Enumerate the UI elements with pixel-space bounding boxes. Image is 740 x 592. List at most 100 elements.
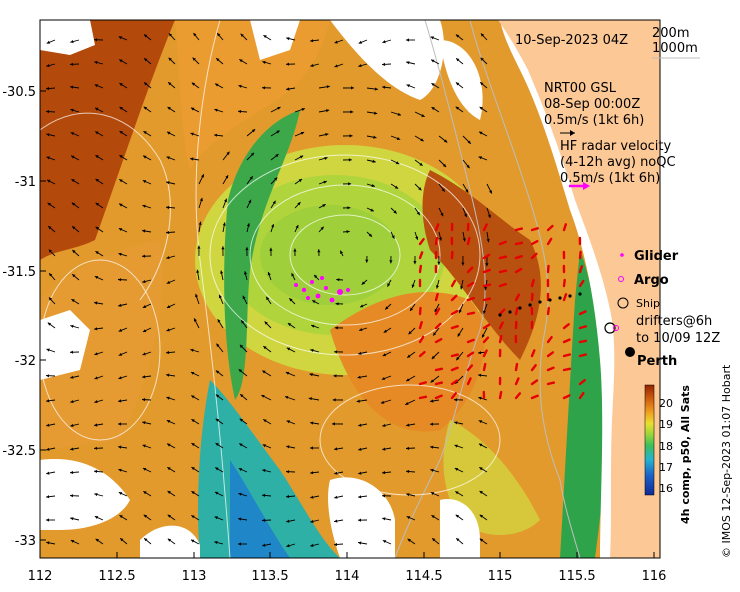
current-arrowhead bbox=[358, 40, 363, 44]
current-arrowhead bbox=[454, 421, 458, 425]
current-arrowhead bbox=[119, 83, 123, 87]
current-arrowhead bbox=[317, 249, 321, 253]
current-arrowhead bbox=[70, 375, 74, 379]
hf-radar-arrow bbox=[562, 394, 571, 400]
current-arrowhead bbox=[331, 422, 335, 426]
current-arrowhead bbox=[356, 399, 360, 403]
current-arrowhead bbox=[334, 447, 338, 451]
hf-radar-arrow bbox=[514, 227, 523, 232]
current-arrowhead bbox=[334, 495, 338, 499]
hf-radar-arrow bbox=[482, 253, 491, 260]
hf-radar-arrow bbox=[498, 282, 507, 288]
current-arrowhead bbox=[262, 60, 266, 64]
current-arrowhead bbox=[380, 400, 385, 404]
current-arrowhead bbox=[238, 468, 243, 472]
current-arrowhead bbox=[46, 541, 50, 545]
current-arrowhead bbox=[166, 396, 170, 400]
current-arrowhead bbox=[430, 36, 434, 40]
hf-radar-arrow bbox=[498, 334, 503, 344]
current-arrowhead bbox=[322, 204, 326, 208]
current-arrowhead bbox=[479, 514, 484, 518]
current-arrowhead bbox=[334, 326, 338, 330]
current-arrowhead bbox=[382, 423, 386, 427]
current-arrowhead bbox=[144, 34, 148, 38]
hf-radar-arrow bbox=[450, 379, 459, 386]
current-arrowhead bbox=[216, 58, 220, 62]
current-arrowhead bbox=[411, 284, 415, 288]
current-arrowhead bbox=[464, 213, 467, 218]
current-arrowhead bbox=[326, 85, 330, 89]
current-arrowhead bbox=[267, 272, 271, 276]
current-arrowhead bbox=[47, 322, 52, 326]
current-arrowhead bbox=[215, 370, 220, 374]
current-arrowhead bbox=[419, 162, 423, 166]
current-arrowhead bbox=[119, 203, 123, 207]
current-arrowhead bbox=[410, 307, 414, 311]
current-arrowhead bbox=[214, 133, 218, 137]
current-arrowhead bbox=[251, 129, 256, 133]
current-arrowhead bbox=[421, 114, 425, 117]
current-arrowhead bbox=[310, 63, 314, 67]
current-arrowhead bbox=[245, 247, 249, 251]
current-arrowhead bbox=[382, 62, 386, 66]
current-arrowhead bbox=[144, 58, 148, 62]
lat-tick: -33 bbox=[15, 534, 36, 549]
hf-radar-arrow bbox=[450, 366, 459, 372]
perth-marker bbox=[625, 347, 635, 357]
date-label: 10-Sep-2023 04Z bbox=[515, 33, 628, 48]
hf-radar-arrow bbox=[450, 325, 459, 330]
hf-radar-arrow bbox=[514, 307, 519, 316]
lon-tick: 113 bbox=[182, 569, 207, 584]
current-arrowhead bbox=[382, 353, 387, 357]
current-arrowhead bbox=[191, 539, 195, 543]
current-arrowhead bbox=[214, 541, 218, 545]
current-arrowhead bbox=[370, 208, 374, 212]
colorbar-tick: 17 bbox=[659, 461, 673, 474]
current-arrowhead bbox=[382, 471, 386, 475]
current-arrowhead bbox=[358, 471, 362, 475]
current-arrowhead bbox=[482, 334, 485, 338]
current-arrowhead bbox=[460, 286, 464, 290]
current-arrowhead bbox=[143, 131, 147, 135]
current-arrowhead bbox=[458, 309, 462, 314]
current-arrowhead bbox=[166, 373, 170, 377]
current-arrowhead bbox=[456, 58, 460, 62]
current-arrowhead bbox=[430, 379, 434, 383]
current-arrowhead bbox=[361, 281, 366, 285]
current-arrowhead bbox=[385, 306, 389, 310]
current-arrowhead bbox=[95, 226, 99, 230]
current-arrowhead bbox=[430, 492, 435, 496]
current-arrowhead bbox=[143, 106, 148, 110]
hf-radar-arrow bbox=[514, 267, 523, 274]
hf-radar-arrow bbox=[530, 394, 539, 400]
hf-radar-arrow bbox=[466, 377, 472, 386]
current-arrowhead bbox=[480, 57, 484, 61]
current-arrowhead bbox=[70, 470, 74, 475]
current-arrowhead bbox=[479, 443, 483, 447]
current-arrowhead bbox=[70, 517, 74, 521]
current-arrowhead bbox=[391, 235, 395, 239]
current-arrowhead bbox=[144, 82, 148, 86]
current-arrowhead bbox=[225, 175, 229, 179]
current-arrowhead bbox=[46, 133, 50, 137]
current-arrowhead bbox=[487, 214, 491, 218]
current-arrowhead bbox=[167, 538, 172, 542]
hf-radar-arrow bbox=[546, 306, 550, 316]
current-arrowhead bbox=[70, 447, 74, 451]
current-arrowhead bbox=[220, 270, 224, 274]
current-arrowhead bbox=[479, 106, 483, 110]
isobath-1000m-label: 1000m bbox=[652, 41, 698, 56]
hf-radar-arrow bbox=[434, 381, 443, 386]
lon-tick: 114.5 bbox=[405, 569, 442, 584]
current-arrowhead bbox=[489, 190, 492, 194]
current-arrowhead bbox=[95, 538, 99, 542]
hf-radar-arrow bbox=[578, 339, 588, 344]
current-arrowhead bbox=[142, 305, 147, 308]
hf-radar-arrow bbox=[434, 293, 439, 302]
current-arrowhead bbox=[382, 540, 387, 543]
current-arrowhead bbox=[350, 110, 354, 114]
current-arrowhead bbox=[389, 260, 393, 264]
current-arrowhead bbox=[118, 278, 122, 282]
current-arrowhead bbox=[195, 293, 199, 298]
current-arrowhead bbox=[48, 249, 52, 253]
